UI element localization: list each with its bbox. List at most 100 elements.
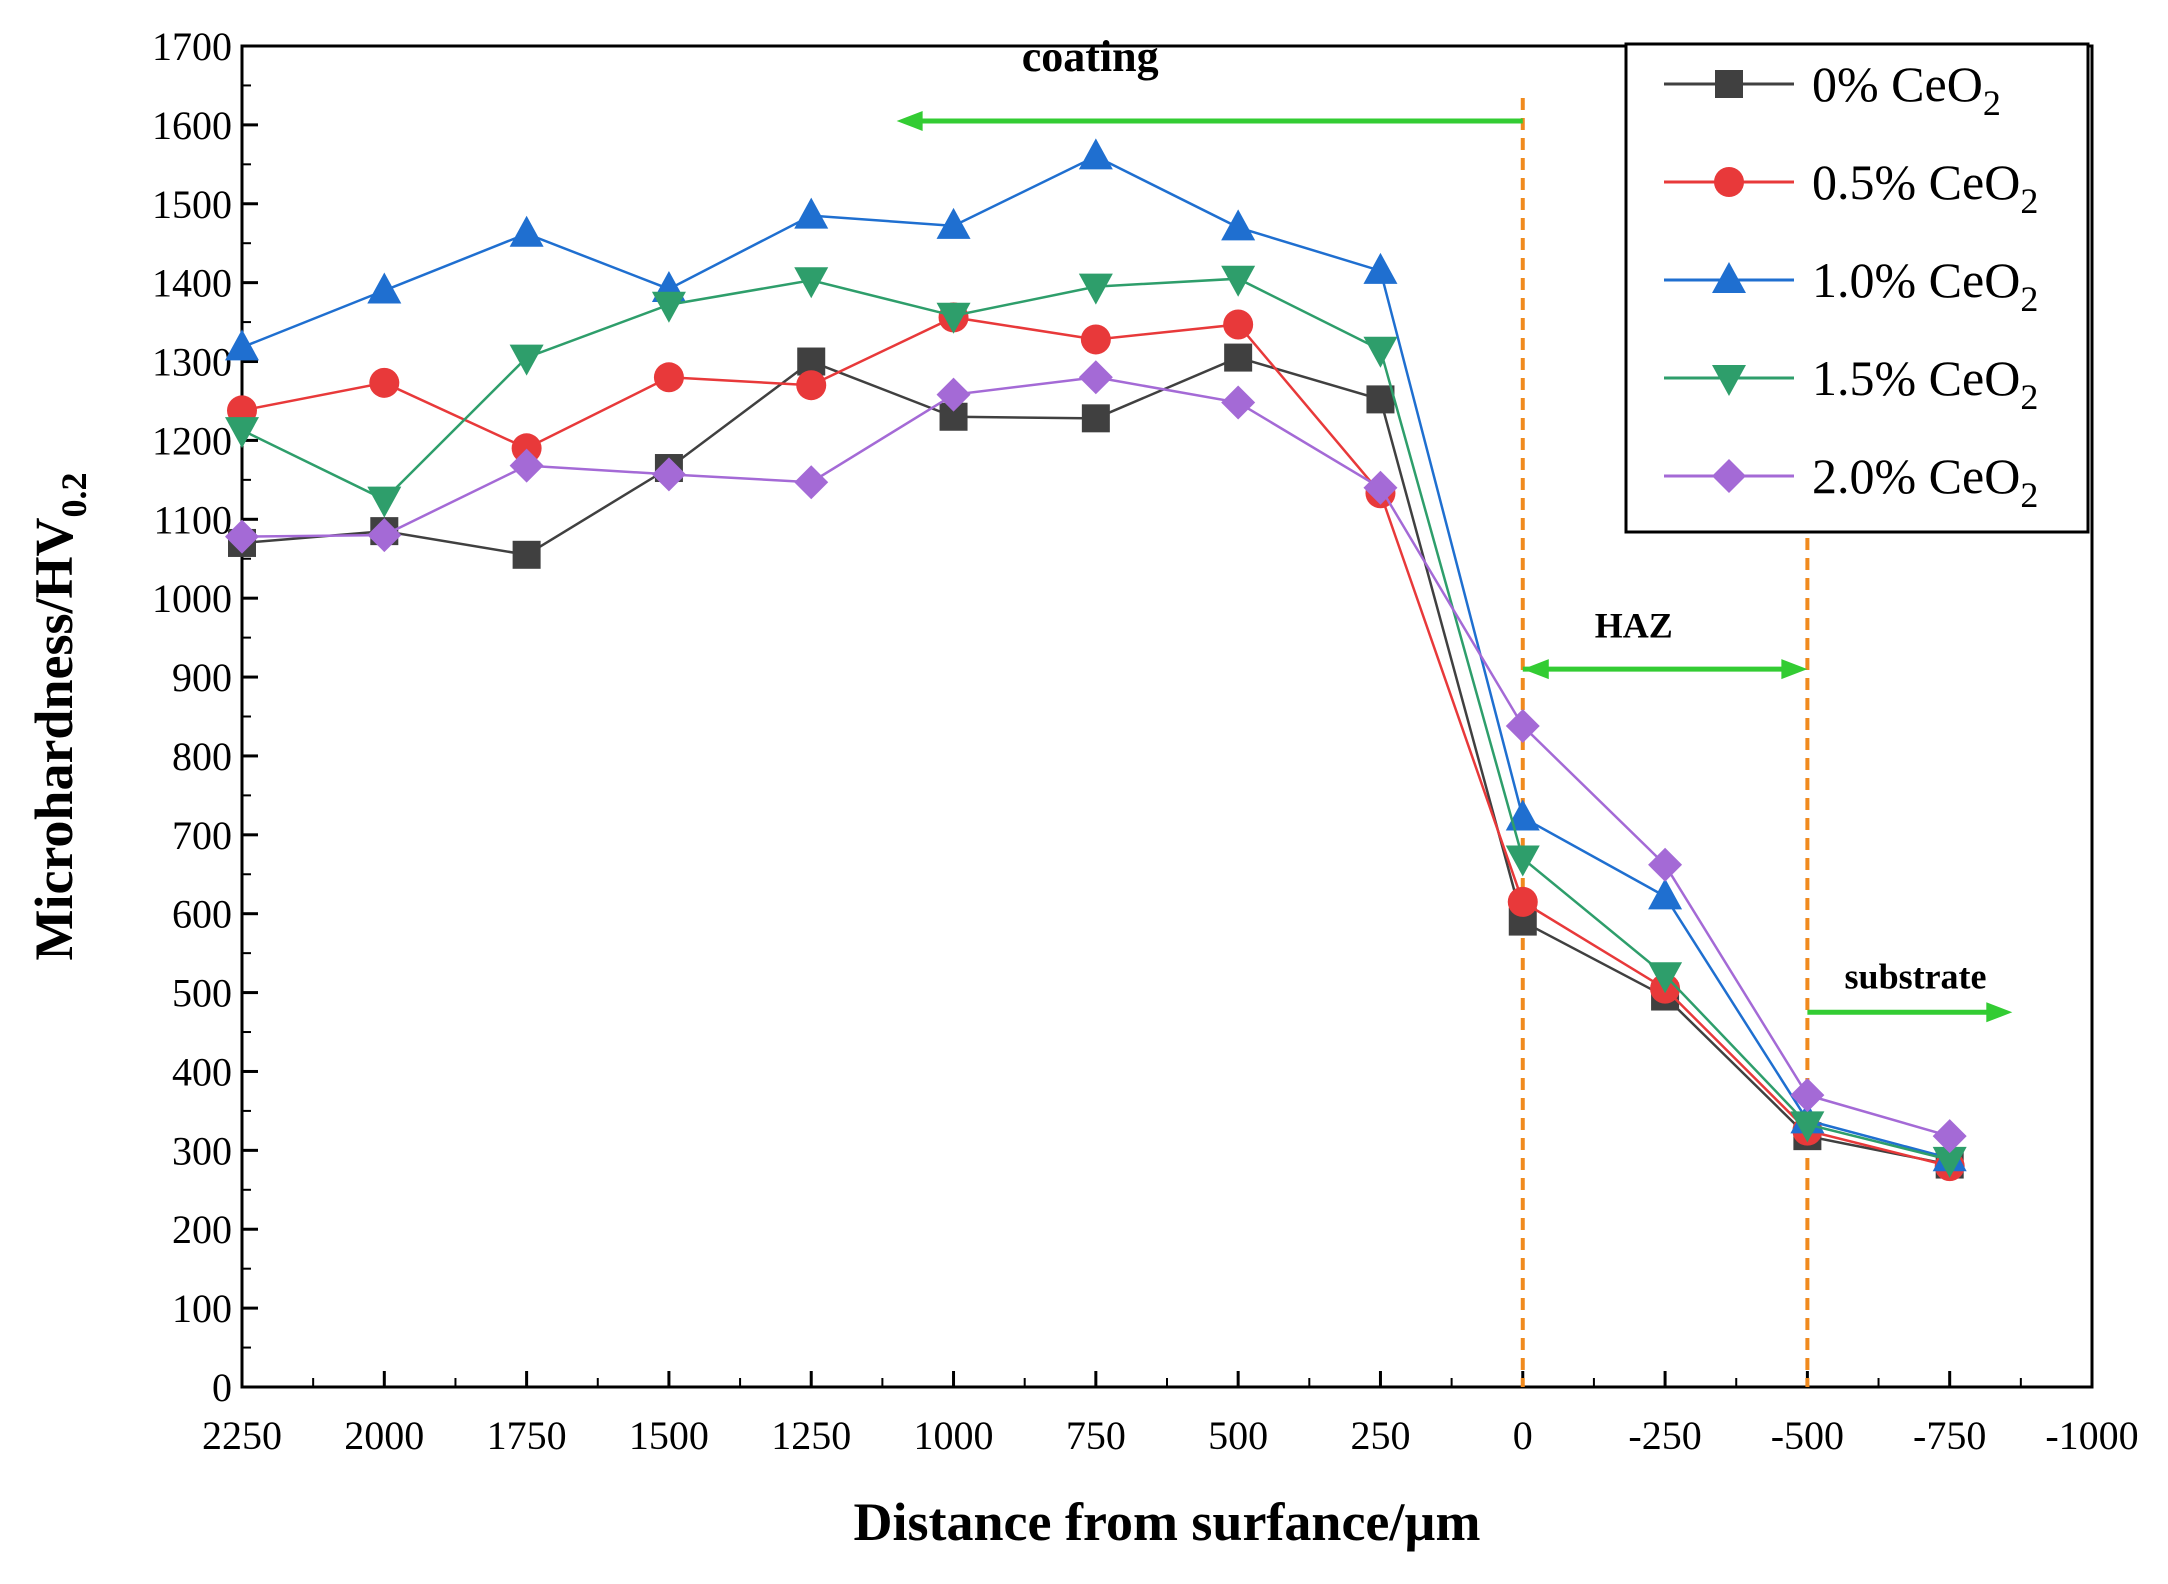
annotation-arrowhead	[1986, 1002, 2013, 1023]
data-point	[1932, 1119, 1967, 1154]
data-point	[225, 519, 259, 554]
legend-label: 1.0% CeO2	[1812, 252, 2038, 319]
annotation-label: HAZ	[1595, 606, 1673, 646]
legend-label: 1.5% CeO2	[1812, 350, 2038, 417]
x-axis-title: Distance from surfance/µm	[854, 1492, 1481, 1552]
data-point	[1505, 845, 1540, 877]
data-point	[1363, 336, 1398, 368]
y-tick-label: 1100	[153, 497, 232, 542]
x-tick-label: 250	[1350, 1413, 1410, 1458]
x-tick-label: 1750	[487, 1413, 567, 1458]
data-point	[794, 197, 829, 229]
x-tick-label: 1250	[771, 1413, 851, 1458]
legend-label: 0.5% CeO2	[1812, 154, 2038, 221]
data-point	[367, 518, 402, 553]
annotation-coating: coating	[896, 32, 1523, 131]
annotation-layer: coating HAZ substrate	[896, 32, 2013, 1023]
data-point	[1221, 265, 1256, 297]
data-point	[509, 448, 544, 483]
x-tick-label: 500	[1208, 1413, 1268, 1458]
x-tick-label: -1000	[2045, 1413, 2138, 1458]
x-tick-label: 0	[1513, 1413, 1533, 1458]
data-point	[1648, 878, 1683, 910]
series-5	[225, 360, 1967, 1154]
data-point	[511, 433, 542, 464]
y-tick-label: 1400	[152, 261, 232, 306]
data-point	[1648, 847, 1683, 882]
data-point	[1224, 343, 1253, 372]
data-point	[367, 486, 402, 518]
y-tick-label: 1000	[152, 576, 232, 621]
data-point	[1221, 209, 1256, 241]
data-point	[509, 344, 544, 376]
legend-label: 0% CeO2	[1812, 56, 2001, 123]
y-tick-label: 100	[172, 1286, 232, 1331]
data-point	[1648, 962, 1683, 994]
y-tick-label: 1200	[152, 418, 232, 463]
y-tick-label: 900	[172, 655, 232, 700]
data-point	[1505, 799, 1540, 831]
x-tick-label: -750	[1913, 1413, 1986, 1458]
data-point	[794, 465, 829, 500]
data-point	[1081, 404, 1110, 433]
legend-marker	[1712, 459, 1746, 493]
y-tick-label: 800	[172, 734, 232, 779]
y-tick-label: 0	[212, 1365, 232, 1410]
y-tick-label: 600	[172, 892, 232, 937]
data-point	[1932, 1146, 1967, 1178]
legend-marker	[1712, 262, 1746, 293]
legend-item: 2.0% CeO2	[1664, 448, 2038, 515]
data-point	[936, 377, 971, 412]
data-point	[1363, 252, 1398, 284]
data-point	[369, 367, 400, 398]
data-point	[1790, 1078, 1825, 1113]
data-point	[653, 362, 684, 393]
data-point	[512, 540, 541, 569]
data-point	[936, 302, 971, 334]
y-tick-label: 1700	[152, 24, 232, 69]
data-point	[794, 267, 829, 299]
annotation-substrate: substrate	[1807, 957, 2013, 1023]
data-point	[1223, 309, 1254, 340]
x-tick-label: 750	[1066, 1413, 1126, 1458]
data-point	[509, 215, 544, 247]
data-point	[651, 291, 686, 323]
annotation-arrowhead	[896, 110, 923, 131]
legend-item: 0.5% CeO2	[1664, 154, 2038, 221]
x-tick-label: 1500	[629, 1413, 709, 1458]
y-tick-label: 1300	[152, 340, 232, 385]
x-tick-label: -250	[1628, 1413, 1701, 1458]
data-point	[1078, 273, 1113, 305]
data-point	[1221, 385, 1256, 420]
data-point	[367, 272, 402, 304]
x-tick-label: 2000	[344, 1413, 424, 1458]
data-point	[1078, 138, 1113, 170]
legend: 0% CeO2 0.5% CeO2 1.0% CeO2 1.5% CeO2 2.0% C…	[1624, 42, 2090, 534]
data-point	[1080, 324, 1111, 355]
annotation-arrowhead	[1781, 659, 1808, 680]
data-point	[1078, 360, 1113, 395]
data-point	[1366, 385, 1395, 414]
legend-marker	[1712, 365, 1746, 396]
annotation-haz: HAZ	[1522, 606, 1808, 680]
annotation-label: coating	[1022, 32, 1159, 81]
y-tick-label: 1600	[152, 103, 232, 148]
y-tick-label: 400	[172, 1049, 232, 1094]
legend-marker	[1715, 70, 1743, 98]
y-tick-label: 500	[172, 971, 232, 1016]
annotation-label: substrate	[1845, 957, 1987, 997]
data-point	[225, 417, 259, 449]
data-point	[796, 370, 827, 401]
legend-marker	[1714, 167, 1744, 197]
axes-layer: 0 100 200 300 400 500 600 700 800 900 1000 1100 1200…	[24, 24, 2139, 1552]
data-point	[1505, 708, 1540, 743]
y-tick-label: 200	[172, 1207, 232, 1252]
x-tick-label: 2250	[202, 1413, 282, 1458]
data-point	[1363, 470, 1398, 505]
series-layer	[225, 138, 1967, 1182]
annotation-arrowhead	[1522, 659, 1549, 680]
series-4	[225, 265, 1967, 1178]
data-point	[1790, 1111, 1825, 1143]
y-tick-label: 1500	[152, 182, 232, 227]
